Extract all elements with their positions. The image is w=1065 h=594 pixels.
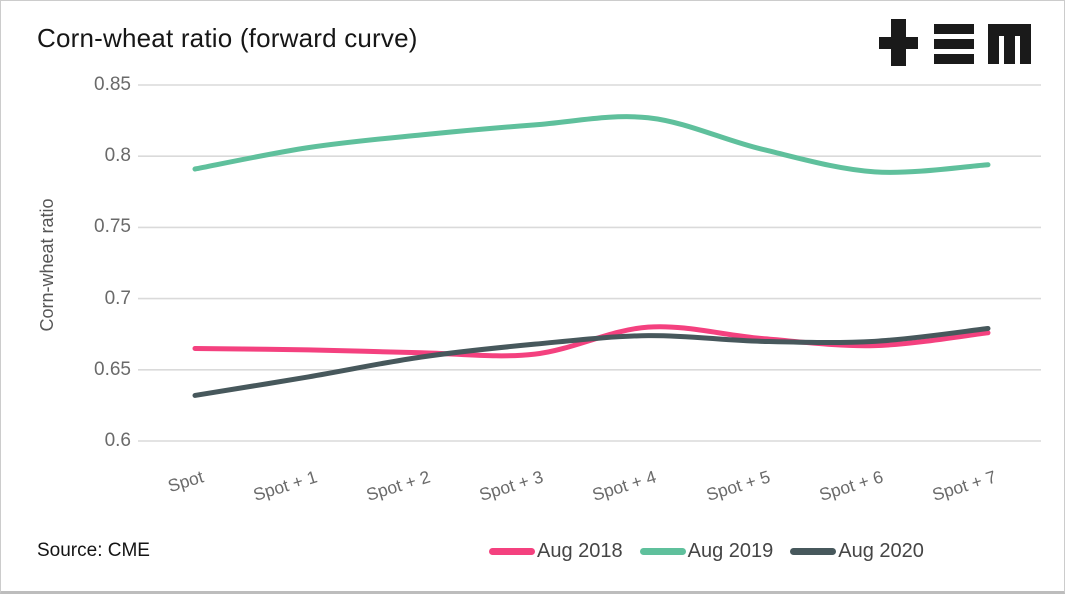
y-tick-label: 0.75 bbox=[94, 216, 131, 238]
logo-m-glyph bbox=[988, 24, 1031, 64]
y-tick-label: 0.85 bbox=[94, 74, 131, 95]
legend-label: Aug 2019 bbox=[687, 540, 774, 562]
plus-equals-m-logo-icon bbox=[879, 19, 1031, 66]
series-line-aug-2019 bbox=[192, 114, 991, 175]
y-tick-label: 0.7 bbox=[104, 287, 131, 309]
legend-swatch bbox=[790, 548, 837, 555]
legend-item-aug-2020: Aug 2020 bbox=[790, 540, 924, 563]
y-tick-label: 0.6 bbox=[104, 430, 131, 451]
legend-swatch bbox=[639, 548, 686, 555]
y-tick-label: 0.65 bbox=[94, 358, 131, 380]
legend-item-aug-2019: Aug 2019 bbox=[639, 540, 774, 563]
logo-equals-bar-middle bbox=[934, 39, 974, 49]
y-tick-label: 0.8 bbox=[104, 145, 131, 167]
legend-label: Aug 2018 bbox=[537, 540, 623, 562]
legend-label: Aug 2020 bbox=[838, 540, 924, 562]
legend-item-aug-2018: Aug 2018 bbox=[489, 540, 623, 563]
legend: Aug 2018 Aug 2019 Aug 2020 bbox=[489, 540, 924, 563]
legend-swatch bbox=[489, 548, 535, 555]
series-line-aug-2020 bbox=[192, 326, 991, 398]
logo-plus-horizontal-bar bbox=[879, 37, 918, 49]
source-note: Source: CME bbox=[37, 540, 150, 561]
logo-equals-bar-top bbox=[934, 24, 974, 34]
chart-title: Corn-wheat ratio (forward curve) bbox=[37, 23, 418, 53]
logo-equals-bar-bottom bbox=[934, 54, 974, 64]
